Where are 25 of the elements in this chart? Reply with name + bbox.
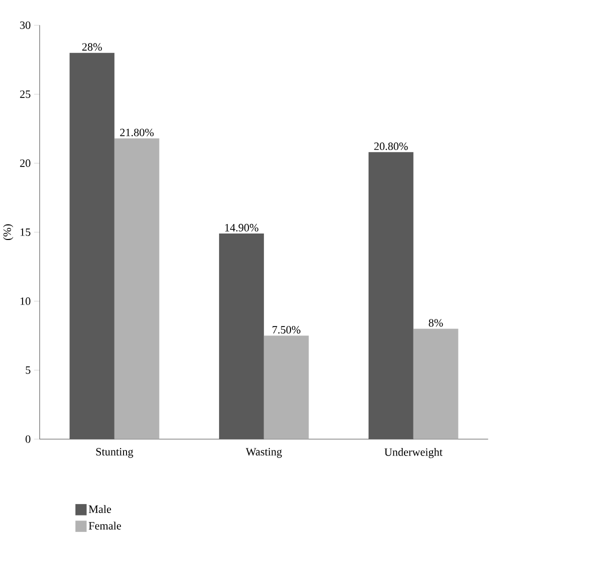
data-label: 28%	[82, 42, 102, 51]
legend-label: Female	[88, 522, 121, 530]
x-tick-label: Wasting	[246, 448, 282, 458]
x-tick-label: Stunting	[96, 448, 134, 458]
bar	[114, 138, 160, 439]
data-label: 8%	[428, 318, 443, 326]
y-tick-label: 0	[26, 435, 30, 443]
x-tick-label: Underweight	[384, 448, 442, 458]
bar	[264, 335, 309, 439]
y-tick-label: 10	[20, 297, 30, 305]
bar	[413, 328, 458, 439]
y-tick-label: 20	[20, 159, 30, 167]
bar	[70, 52, 114, 439]
data-label: 21.80%	[120, 128, 154, 136]
data-label: 14.90%	[225, 224, 258, 232]
data-label: 7.50%	[272, 326, 300, 334]
y-tick-label: 15	[20, 228, 30, 236]
bar	[368, 152, 414, 439]
y-tick-label: 30	[20, 21, 30, 29]
y-tick-label: 5	[26, 366, 30, 374]
bar	[219, 233, 264, 439]
data-label: 20.80%	[374, 142, 408, 150]
y-tick-label: 25	[20, 90, 30, 98]
y-axis-title: (%)	[3, 224, 14, 240]
legend-label: Male	[88, 504, 112, 513]
